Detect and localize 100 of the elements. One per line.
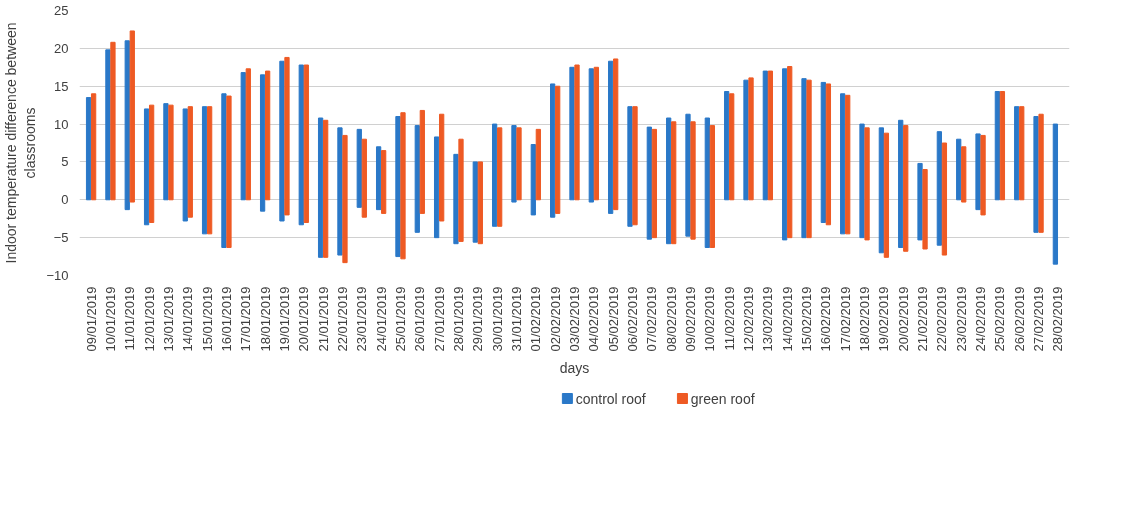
x-tick-label: 13/01/2019	[160, 286, 176, 352]
bar	[298, 64, 304, 226]
legend-label: control roof	[575, 390, 646, 407]
bar	[994, 91, 1001, 201]
x-tick-label: 04/02/2019	[586, 286, 602, 352]
bar	[419, 109, 425, 214]
bar	[864, 127, 870, 241]
bar	[395, 116, 401, 258]
x-tick-label: 17/02/2019	[837, 286, 853, 352]
bar	[163, 103, 169, 201]
bar	[1033, 116, 1039, 233]
bar	[356, 128, 362, 208]
x-tick-label: 15/02/2019	[799, 286, 815, 352]
x-tick-label: 14/02/2019	[779, 286, 795, 352]
y-tick-label: 5	[61, 154, 69, 170]
bar	[671, 121, 677, 245]
x-tick-label: 09/01/2019	[83, 286, 99, 352]
bar	[632, 106, 638, 226]
bar	[685, 113, 691, 237]
x-tick-label: 22/01/2019	[334, 286, 350, 352]
bar	[767, 70, 774, 201]
bar	[434, 136, 440, 239]
bar	[516, 127, 522, 201]
x-tick-label: 22/02/2019	[934, 286, 950, 352]
x-tick-label: 10/02/2019	[702, 286, 718, 352]
bar	[787, 66, 793, 239]
bar	[980, 134, 986, 216]
x-tick-label: 01/02/2019	[528, 286, 544, 352]
bar	[453, 153, 459, 245]
bar	[337, 127, 343, 256]
bar	[472, 161, 478, 243]
bar	[148, 104, 155, 223]
bar	[284, 56, 290, 216]
y-tick-label: 25	[54, 3, 69, 18]
bar	[917, 162, 923, 241]
x-tick-label: 24/02/2019	[973, 286, 989, 352]
bar	[168, 104, 174, 201]
x-tick-label: 18/02/2019	[857, 286, 873, 352]
bar	[801, 78, 807, 239]
x-tick-label: 19/01/2019	[276, 286, 292, 352]
bar	[240, 72, 246, 201]
bar	[497, 127, 503, 227]
bar	[221, 93, 227, 248]
x-tick-label: 02/02/2019	[547, 286, 563, 352]
bar	[593, 66, 599, 201]
bar	[317, 117, 324, 258]
bar	[492, 123, 498, 227]
y-tick-label: 0	[61, 192, 69, 208]
bar	[729, 93, 735, 201]
bar	[530, 144, 536, 216]
bar	[743, 79, 749, 201]
bar	[381, 150, 387, 214]
y-tick-label: −5	[53, 230, 69, 246]
bar	[961, 146, 967, 203]
bar	[477, 161, 483, 245]
x-tick-label: 12/02/2019	[741, 286, 757, 352]
bar	[511, 125, 517, 203]
bar	[206, 106, 213, 235]
x-tick-label: 18/01/2019	[257, 286, 273, 352]
bar	[1038, 113, 1044, 233]
x-tick-label: 26/01/2019	[412, 286, 428, 352]
x-tick-label: 07/02/2019	[644, 286, 660, 352]
x-tick-label: 14/01/2019	[180, 286, 196, 352]
x-tick-label: 17/01/2019	[238, 286, 254, 352]
y-tick-label: −10	[46, 268, 69, 283]
legend-label: green roof	[690, 390, 755, 407]
bar	[569, 66, 575, 201]
bar	[129, 30, 135, 203]
bar	[555, 85, 561, 214]
x-tick-label: 24/01/2019	[373, 286, 389, 352]
x-tick-label: 15/01/2019	[199, 286, 215, 352]
bar	[748, 77, 754, 201]
bar	[414, 125, 420, 233]
bar	[588, 68, 594, 203]
x-tick-label: 13/02/2019	[760, 286, 776, 352]
bar	[574, 64, 580, 201]
bar	[724, 91, 730, 201]
x-tick-label: 28/01/2019	[450, 286, 466, 352]
x-tick-label: 19/02/2019	[876, 286, 892, 352]
bar	[820, 81, 826, 223]
bar	[201, 106, 208, 235]
x-tick-label: 23/02/2019	[953, 286, 969, 352]
x-tick-label: 21/02/2019	[915, 286, 931, 352]
x-tick-label: 12/01/2019	[141, 286, 157, 352]
bar	[845, 94, 851, 235]
x-tick-label: 23/01/2019	[354, 286, 370, 352]
y-axis-title: Indoor temperature difference between classrooms	[3, 22, 39, 264]
x-tick-label: 03/02/2019	[567, 286, 582, 352]
x-tick-label: 08/02/2019	[663, 286, 679, 352]
bar	[883, 132, 890, 258]
bar	[535, 128, 541, 201]
x-tick-label: 27/01/2019	[431, 286, 447, 352]
bar	[627, 106, 633, 227]
bar	[342, 134, 348, 264]
bar	[975, 133, 981, 211]
bar	[999, 91, 1006, 201]
bar	[825, 83, 832, 226]
bar	[646, 126, 652, 240]
bar	[651, 128, 657, 239]
x-tick-label: 25/02/2019	[992, 286, 1008, 352]
